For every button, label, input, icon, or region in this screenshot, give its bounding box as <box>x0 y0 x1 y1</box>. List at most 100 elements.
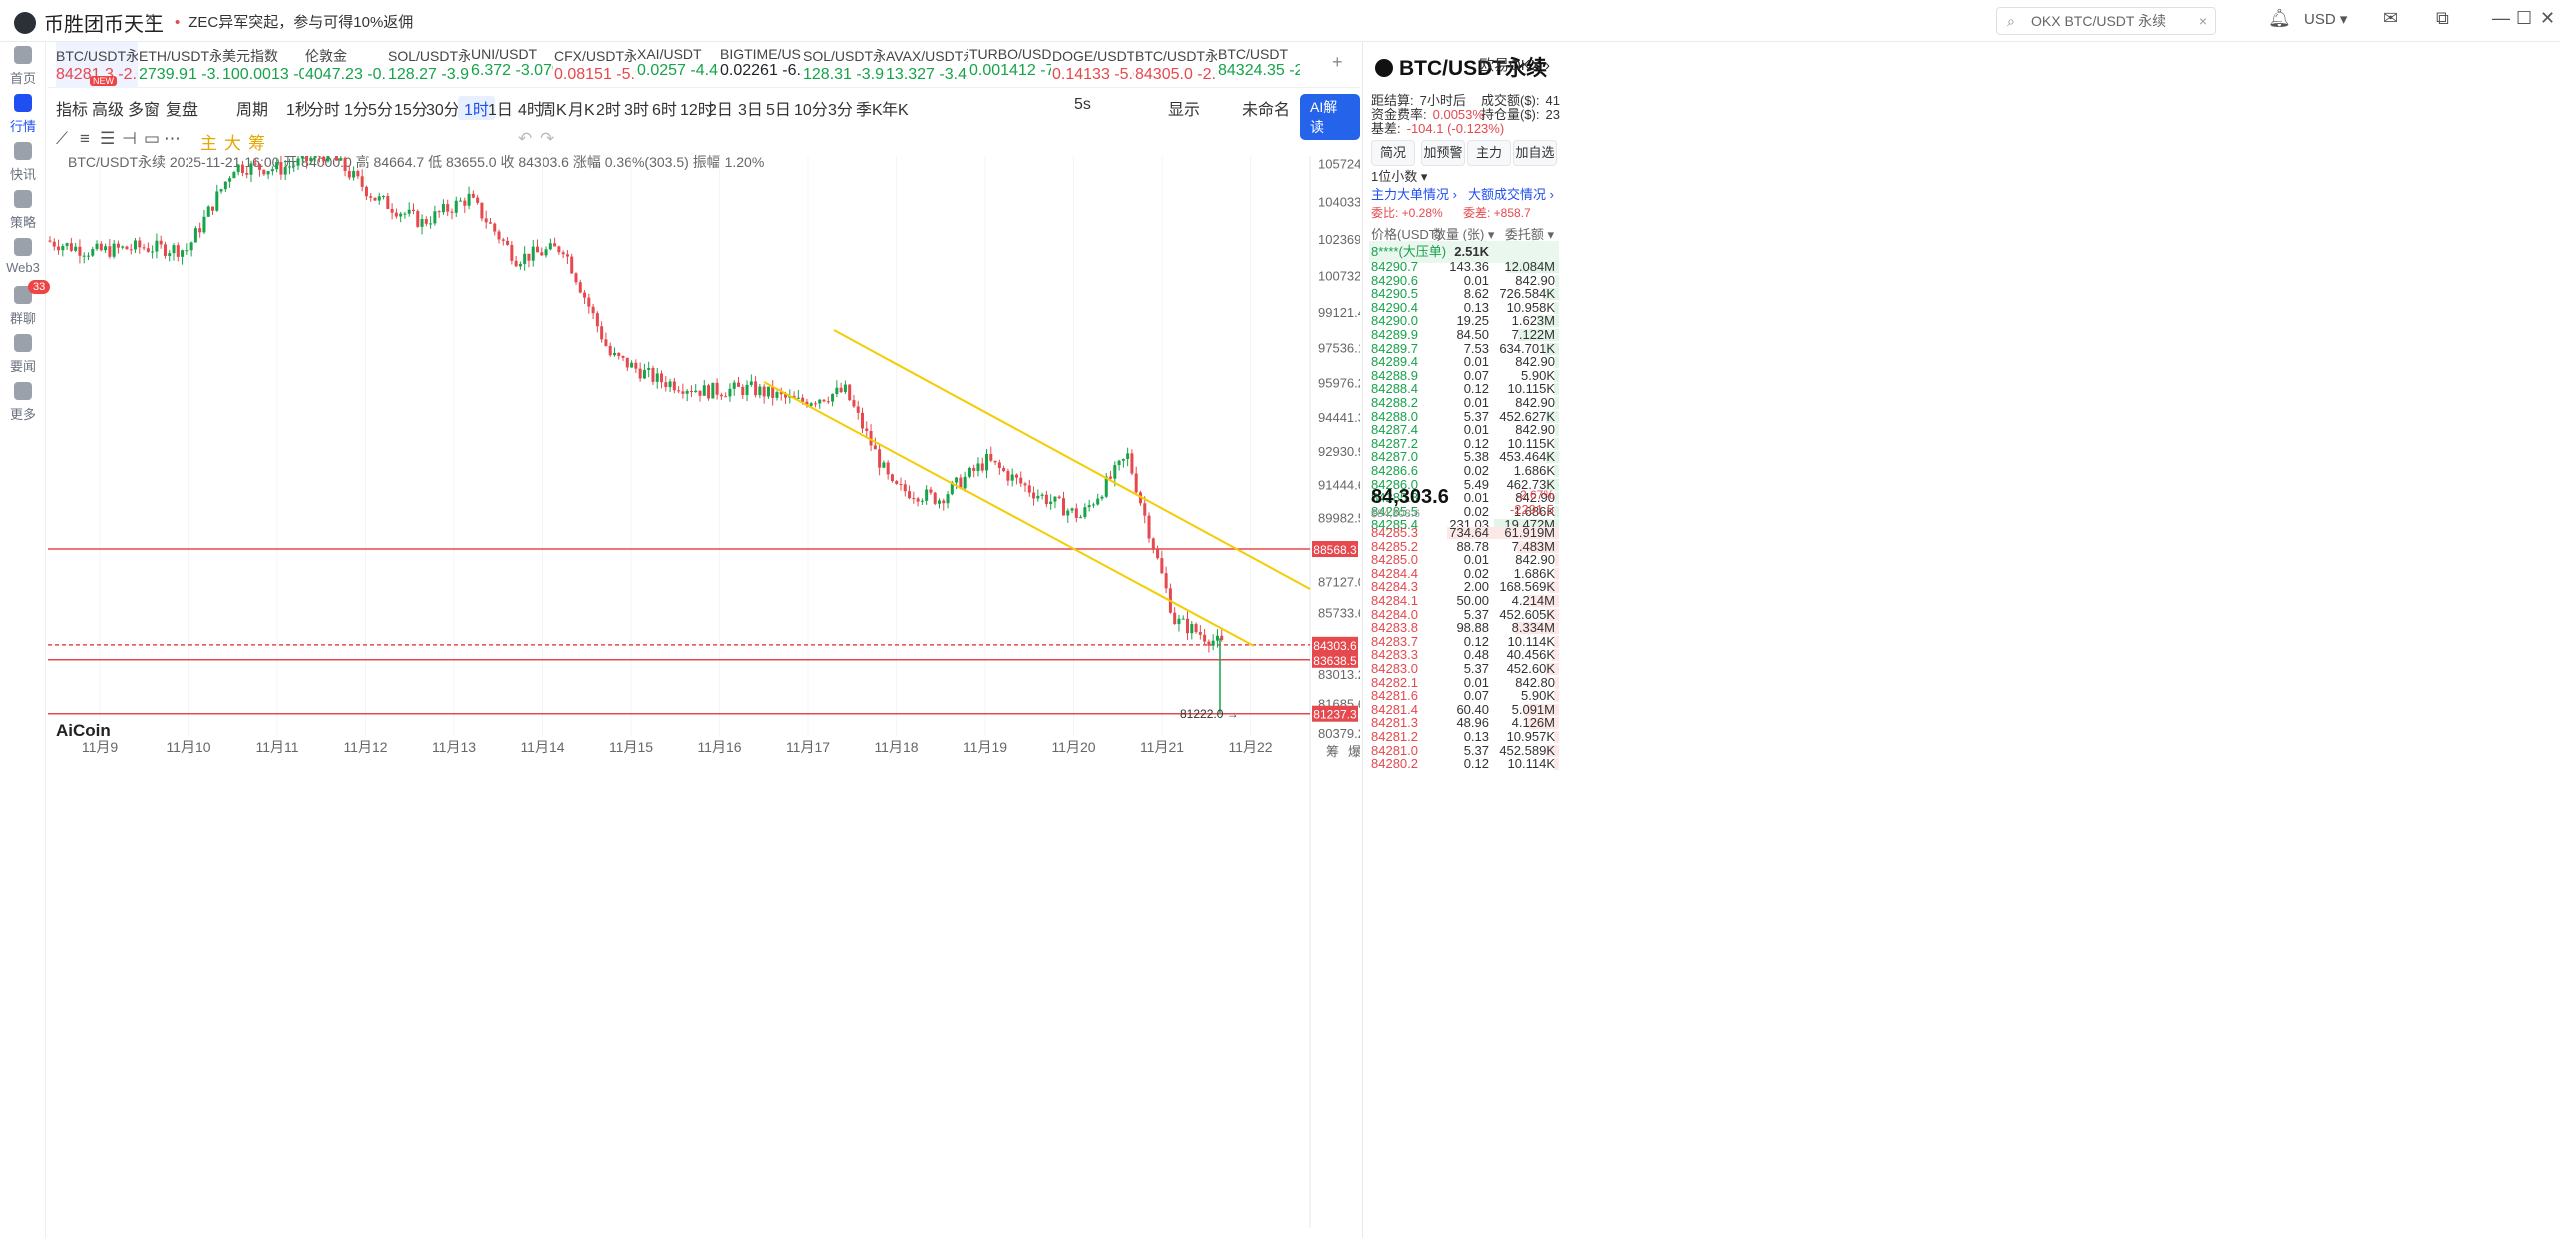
bell-icon[interactable]: 🔔︎ <box>2268 8 2291 28</box>
bid-row[interactable]: 84288.0 5.37 452.627K <box>1369 409 1559 424</box>
panel-action-button[interactable]: 简况 <box>1371 140 1415 166</box>
chips-toggle[interactable]: 筹 <box>248 134 265 153</box>
col-qty[interactable]: 数量 (张) ▾ <box>1433 227 1495 242</box>
ask-row[interactable]: 84281.6 0.07 5.90K <box>1369 689 1559 703</box>
ticker-item[interactable]: 美元指数 100.0013 -0.17% <box>222 42 304 88</box>
toolbar-item[interactable]: 5日 <box>766 102 791 119</box>
mail-icon[interactable]: ✉ <box>2383 8 2399 28</box>
toolbar-item[interactable]: 10分 <box>794 102 828 119</box>
toolbar-item[interactable]: 周K <box>540 102 567 119</box>
toolbar-item[interactable]: 3时 <box>624 102 649 119</box>
ticker-item[interactable]: SOL/USDT永续 128.27 -3.97% <box>388 42 470 88</box>
ask-row[interactable]: 84284.4 0.02 1.686K <box>1369 566 1559 581</box>
ask-row[interactable]: 84284.0 5.37 452.605K <box>1369 607 1559 622</box>
layout-icon[interactable]: ⧉ <box>2436 8 2449 28</box>
bid-row[interactable]: 84287.2 0.12 10.115K <box>1369 436 1559 451</box>
toolbar-item[interactable]: 6时 <box>652 102 677 119</box>
toolbar-item[interactable]: 1时 <box>458 96 495 120</box>
ticker-item[interactable]: AVAX/USDT永续 13.327 -3.42% <box>886 42 968 88</box>
toolbar-right-item[interactable]: 显示 <box>1168 102 1201 119</box>
toolbar-item[interactable]: 5分 <box>368 102 393 119</box>
toolbar-item[interactable]: 2日 <box>708 102 733 119</box>
toolbar-right-item[interactable]: 5s <box>1074 96 1091 113</box>
toolbar-item[interactable]: 4时 <box>518 102 543 119</box>
bid-row[interactable]: 84290.6 0.01 842.90 <box>1369 273 1559 288</box>
ask-row[interactable]: 84285.0 0.01 842.90 <box>1369 553 1559 567</box>
hline-tool-icon[interactable]: ⊣ <box>122 129 137 148</box>
fib-tool-icon[interactable]: ☰ <box>100 129 116 148</box>
toolbar-item[interactable]: 分时 <box>308 102 341 119</box>
toolbar-item[interactable]: 3日 <box>738 102 763 119</box>
toolbar-item[interactable]: 3分 <box>828 102 853 119</box>
toolbar-item[interactable]: 指标 <box>56 102 89 119</box>
ask-row[interactable]: 84284.1 50.00 4.214M <box>1369 594 1559 608</box>
trendline-tool-icon[interactable]: ⟋ <box>56 129 68 148</box>
ask-row[interactable]: 84283.0 5.37 452.60K <box>1369 662 1559 676</box>
ask-row[interactable]: 84281.2 0.13 10.957K <box>1369 730 1559 744</box>
price-chart[interactable]: 107442.6105724.3104033.4102369.6100732.4… <box>48 116 1372 1228</box>
ask-row[interactable]: 84281.4 60.40 5.091M <box>1369 702 1559 717</box>
maximize-icon[interactable]: ☐ <box>2516 8 2533 28</box>
toolbar-item[interactable]: 15分 <box>394 102 428 119</box>
bid-row[interactable]: 84289.9 84.50 7.122M <box>1369 328 1559 342</box>
bid-row[interactable]: 84287.4 0.01 842.90 <box>1369 423 1559 437</box>
bid-row[interactable]: 84288.2 0.01 842.90 <box>1369 396 1559 410</box>
toolbar-item[interactable]: 2时 <box>596 102 621 119</box>
col-total[interactable]: 委托额 ▾ <box>1504 227 1554 242</box>
close-icon[interactable]: × <box>145 8 156 28</box>
ask-row[interactable]: 84282.1 0.01 842.80 <box>1369 675 1559 690</box>
sidebar-item[interactable]: 群聊 33 <box>0 280 51 327</box>
big-order-toggle[interactable]: 大 <box>224 134 241 153</box>
minimize-icon[interactable]: — <box>2492 8 2510 28</box>
bid-row[interactable]: 84288.9 0.07 5.90K <box>1369 368 1559 383</box>
toolbar-item[interactable]: 年K <box>882 102 909 119</box>
toolbar-item[interactable]: 周期 <box>236 102 269 119</box>
bid-row[interactable]: 84287.0 5.38 453.464K <box>1369 450 1559 464</box>
redo-icon[interactable]: ↷ <box>540 129 555 148</box>
depth-select[interactable]: 1位小数 ▾ <box>1371 169 1428 184</box>
ask-row[interactable]: 84284.3 2.00 168.569K <box>1369 580 1559 594</box>
ask-row[interactable]: 84285.2 88.78 7.483M <box>1369 539 1559 554</box>
bid-row[interactable]: 84288.4 0.12 10.115K <box>1369 382 1559 396</box>
ask-row[interactable]: 84283.3 0.48 40.456K <box>1369 648 1559 662</box>
ticker-item[interactable]: DOGE/USDT永续 0.14133 -5.06% <box>1052 42 1134 88</box>
ask-row[interactable]: 84283.7 0.12 10.114K <box>1369 634 1559 649</box>
toolbar-item[interactable]: 1分 <box>344 102 369 119</box>
parallel-tool-icon[interactable]: ≡ <box>80 129 90 148</box>
more-tools-icon[interactable]: ⋯ <box>164 129 181 148</box>
sidebar-item[interactable]: 更多 <box>0 382 46 423</box>
currency-select[interactable]: USD ▾ <box>2304 11 2348 28</box>
bid-row[interactable]: 84286.0 5.49 462.73K <box>1369 477 1559 492</box>
undo-icon[interactable]: ↶ <box>518 129 533 148</box>
add-ticker-icon[interactable]: + <box>1332 52 1343 72</box>
ask-row[interactable]: 84285.3 734.64 61.919M <box>1369 526 1559 540</box>
flow-left-link[interactable]: 主力大单情况 › <box>1371 187 1457 202</box>
ticker-item[interactable]: 伦敦金 4047.23 -0.78% <box>305 42 387 88</box>
bid-row[interactable]: 84285.8 0.01 842.90 <box>1369 491 1559 505</box>
toolbar-item[interactable]: 高级 <box>92 102 125 119</box>
bid-row[interactable]: 84290.5 8.62 726.584K <box>1369 287 1559 301</box>
toolbar-item[interactable]: 多窗 <box>128 102 161 119</box>
bid-row[interactable]: 84290.4 0.13 10.958K <box>1369 300 1559 315</box>
ticker-item[interactable]: CFX/USDT永续 0.08151 -5.94% <box>554 42 636 88</box>
bid-row[interactable]: 84289.7 7.53 634.701K <box>1369 341 1559 356</box>
toolbar-item[interactable]: 1日 <box>488 102 513 119</box>
toolbar-item[interactable]: 12时 <box>680 102 714 119</box>
toolbar-right-item[interactable]: 未命名 <box>1242 102 1291 119</box>
sidebar-item[interactable]: 快讯 <box>0 142 46 183</box>
bid-row[interactable]: 84286.6 0.02 1.686K <box>1369 464 1559 478</box>
sidebar-item[interactable]: 首页 <box>0 46 46 87</box>
sidebar-item[interactable]: 策略 <box>0 190 46 231</box>
sidebar-item[interactable]: Web3 <box>0 238 46 275</box>
ask-row[interactable]: 84281.3 48.96 4.126M <box>1369 716 1559 730</box>
ticker-item[interactable]: BTC/USDT永续84281.3 -2.67%NEW <box>56 42 138 88</box>
chart-canvas[interactable]: 107442.6105724.3104033.4102369.6100732.4… <box>48 116 1372 1228</box>
clear-icon[interactable]: × <box>2198 13 2207 29</box>
sidebar-item[interactable]: 要闻 <box>0 334 46 375</box>
search-input[interactable]: ⌕ OKX BTC/USDT 永续 × <box>1996 7 2216 35</box>
toolbar-item[interactable]: 复盘 <box>166 102 199 119</box>
